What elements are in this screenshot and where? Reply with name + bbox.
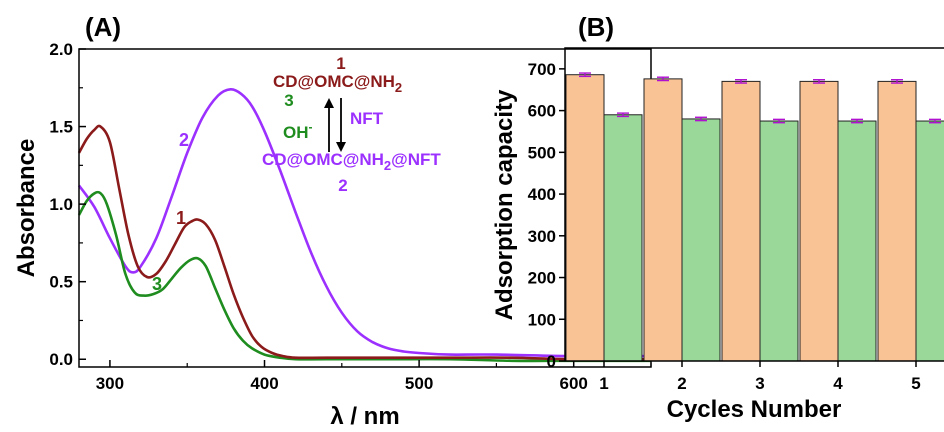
bar-cycle-2-series-1 bbox=[643, 78, 683, 362]
scheme-down-arrow bbox=[336, 98, 346, 152]
bar-cycle-4-series-2 bbox=[837, 120, 877, 362]
panel-b-y-tick-label: 100 bbox=[528, 310, 556, 329]
panel-b-y-tick-label: 400 bbox=[528, 185, 556, 204]
panel-a-line-chart: (A) 300 400 500 600 0.0 0.5 1.0 1.5 2.0 λ / nm A… bbox=[13, 12, 652, 430]
bar-cycle-5-series-1 bbox=[877, 80, 917, 362]
scheme-top-formula: CD@OMC@NH2 bbox=[273, 72, 402, 95]
errorbar-cycle-3-series-1 bbox=[735, 79, 747, 84]
panel-b-bar-chart: (B) 1 2 3 4 5 0 100 200 300 400 500 600 700 Cycles N… bbox=[491, 12, 944, 423]
panel-b-y-tick-label: 0 bbox=[547, 352, 556, 371]
panel-b-y-tick-label: 600 bbox=[528, 102, 556, 121]
errorbar-cycle-1-series-1 bbox=[579, 72, 591, 78]
panel-b-x-tick-label: 3 bbox=[755, 374, 764, 393]
panel-b-x-tick-label: 1 bbox=[599, 374, 608, 393]
errorbar-cycle-4-series-1 bbox=[813, 79, 825, 84]
curve-1-line bbox=[77, 124, 652, 361]
curve-3-label: 3 bbox=[152, 274, 162, 294]
panel-b-x-tick-label: 2 bbox=[677, 374, 686, 393]
scheme-bottom-number: 2 bbox=[338, 176, 347, 195]
panel-a-y-tick-label: 2.0 bbox=[49, 40, 73, 59]
errorbar-cycle-2-series-2 bbox=[695, 116, 707, 122]
panel-b-x-tick-label: 4 bbox=[833, 374, 843, 393]
bar-cycle-2-series-2 bbox=[681, 118, 721, 362]
panel-a-x-axis-label: λ / nm bbox=[330, 403, 399, 430]
reaction-scheme: 1 CD@OMC@NH2 3 OH- NFT CD@OMC@NH2@NFT 2 bbox=[262, 54, 441, 195]
scheme-left-number: 3 bbox=[284, 91, 293, 110]
errorbar-cycle-1-series-2 bbox=[617, 112, 629, 118]
scheme-oh-label: OH- bbox=[283, 120, 313, 142]
panel-a-label: (A) bbox=[85, 12, 121, 42]
errorbar-cycle-3-series-2 bbox=[773, 118, 785, 124]
panel-b-y-tick-label: 500 bbox=[528, 143, 556, 162]
panel-a-x-tick-label: 500 bbox=[405, 374, 433, 393]
scheme-top-number: 1 bbox=[336, 54, 345, 73]
scheme-up-arrow bbox=[324, 98, 334, 152]
errorbar-cycle-5-series-1 bbox=[891, 79, 903, 84]
panel-b-y-tick-label: 700 bbox=[528, 60, 556, 79]
panel-a-ticks: 300 400 500 600 0.0 0.5 1.0 1.5 2.0 bbox=[49, 40, 652, 393]
panel-b-bars bbox=[565, 72, 944, 362]
bar-cycle-3-series-2 bbox=[759, 120, 799, 362]
panel-a-y-tick-label: 1.0 bbox=[49, 195, 73, 214]
panel-a-y-tick-label: 1.5 bbox=[49, 118, 73, 137]
panel-b-x-tick-label: 5 bbox=[911, 374, 920, 393]
errorbar-cycle-2-series-1 bbox=[657, 76, 669, 82]
panel-a-x-tick-label: 600 bbox=[560, 374, 588, 393]
panel-b-x-axis-label: Cycles Number bbox=[667, 396, 842, 423]
bar-cycle-1-series-1 bbox=[565, 74, 605, 362]
curve-3-line bbox=[77, 190, 651, 363]
panel-a-y-tick-label: 0.5 bbox=[49, 273, 73, 292]
curve-2-label: 2 bbox=[179, 130, 189, 150]
panel-a-x-tick-label: 300 bbox=[96, 374, 124, 393]
errorbar-cycle-4-series-2 bbox=[851, 118, 863, 124]
scheme-nft-label: NFT bbox=[350, 109, 384, 128]
panel-b-y-axis-label: Adsorption capacity bbox=[491, 89, 518, 320]
curve-1-label: 1 bbox=[176, 208, 186, 228]
errorbar-cycle-5-series-2 bbox=[929, 118, 941, 124]
panel-b-label: (B) bbox=[578, 12, 614, 42]
panel-a-curves bbox=[77, 87, 652, 363]
panel-b-y-tick-label: 200 bbox=[528, 269, 556, 288]
panel-b-y-tick-label: 300 bbox=[528, 227, 556, 246]
scheme-bottom-formula: CD@OMC@NH2@NFT bbox=[262, 150, 441, 173]
bar-cycle-5-series-2 bbox=[915, 120, 944, 362]
bar-cycle-4-series-1 bbox=[799, 80, 839, 362]
panel-a-y-axis-label: Absorbance bbox=[13, 139, 40, 278]
bar-cycle-3-series-1 bbox=[721, 80, 761, 362]
panel-b-ticks: 1 2 3 4 5 0 100 200 300 400 500 600 700 bbox=[528, 60, 921, 393]
panel-b-plot-frame bbox=[564, 47, 944, 361]
panel-a-x-tick-label: 400 bbox=[250, 374, 278, 393]
bar-cycle-1-series-2 bbox=[603, 114, 643, 362]
panel-a-y-tick-label: 0.0 bbox=[49, 350, 73, 369]
